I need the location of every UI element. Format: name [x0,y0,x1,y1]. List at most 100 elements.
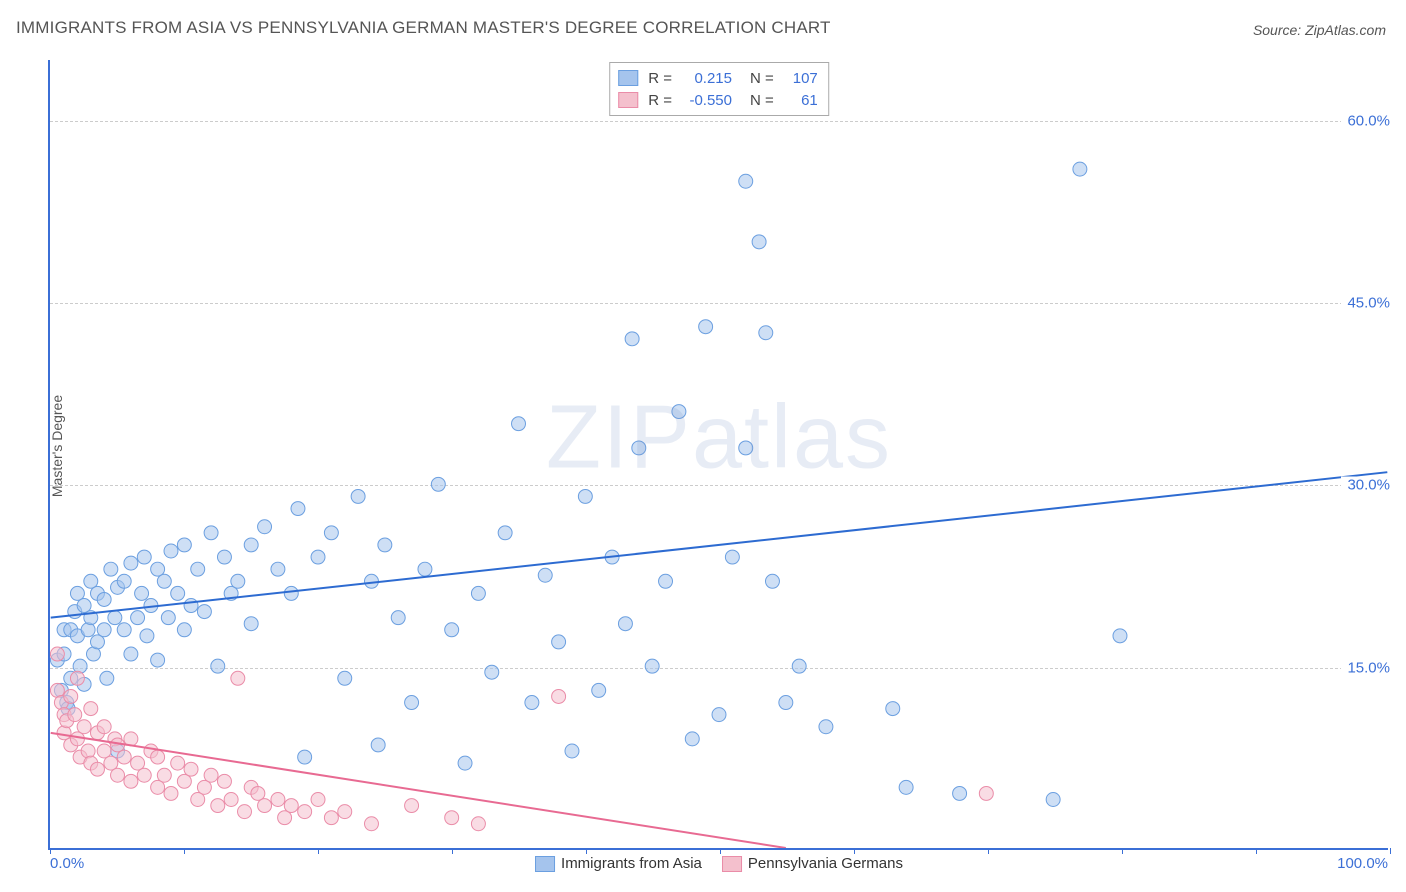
data-point [231,574,245,588]
n-label: N = [750,92,774,109]
x-tick [1122,848,1123,854]
data-point [779,696,793,710]
data-point [111,768,125,782]
data-point [271,562,285,576]
data-point [117,750,131,764]
data-point [405,696,419,710]
stats-legend: R =0.215N =107R =-0.550N =61 [609,62,829,116]
data-point [739,441,753,455]
data-point [485,665,499,679]
data-point [151,750,165,764]
x-tick [1256,848,1257,854]
legend-label: Pennsylvania Germans [748,855,903,872]
data-point [244,538,258,552]
data-point [659,574,673,588]
source-attribution: Source: ZipAtlas.com [1253,22,1386,38]
y-tick-label: 60.0% [1341,112,1390,129]
data-point [131,611,145,625]
data-point [124,556,138,570]
data-point [752,235,766,249]
chart-title: IMMIGRANTS FROM ASIA VS PENNSYLVANIA GER… [16,18,831,38]
bottom-legend: Immigrants from Asia Pennsylvania Germans [535,855,903,872]
data-point [712,708,726,722]
chart-container: IMMIGRANTS FROM ASIA VS PENNSYLVANIA GER… [0,0,1406,892]
data-point [338,805,352,819]
data-point [244,617,258,631]
x-tick [1390,848,1391,854]
data-point [431,477,445,491]
data-point [81,623,95,637]
data-point [104,562,118,576]
n-value: 107 [784,70,818,87]
svg-layer [50,60,1388,848]
data-point [271,793,285,807]
data-point [498,526,512,540]
data-point [699,320,713,334]
y-tick-label: 45.0% [1341,295,1390,312]
data-point [298,805,312,819]
data-point [151,653,165,667]
data-point [90,762,104,776]
data-point [324,811,338,825]
data-point [97,720,111,734]
data-point [538,568,552,582]
data-point [97,623,111,637]
x-tick [50,848,51,854]
data-point [224,793,238,807]
data-point [725,550,739,564]
y-tick-label: 15.0% [1341,659,1390,676]
data-point [618,617,632,631]
data-point [418,562,432,576]
data-point [351,489,365,503]
source-label: Source: [1253,22,1301,38]
x-tick [586,848,587,854]
r-label: R = [648,70,672,87]
data-point [512,417,526,431]
legend-swatch [722,856,742,872]
legend-swatch [618,92,638,108]
data-point [765,574,779,588]
data-point [953,786,967,800]
data-point [645,659,659,673]
legend-item: Immigrants from Asia [535,855,702,872]
data-point [84,702,98,716]
data-point [197,605,211,619]
x-tick [988,848,989,854]
legend-swatch [618,70,638,86]
data-point [50,647,64,661]
data-point [137,768,151,782]
data-point [592,683,606,697]
data-point [231,671,245,685]
data-point [258,799,272,813]
data-point [552,689,566,703]
data-point [124,774,138,788]
data-point [135,586,149,600]
stats-legend-row: R =-0.550N =61 [618,89,818,111]
data-point [100,671,114,685]
data-point [70,671,84,685]
data-point [311,550,325,564]
data-point [685,732,699,746]
data-point [371,738,385,752]
data-point [117,623,131,637]
data-point [1073,162,1087,176]
data-point [137,550,151,564]
data-point [108,611,122,625]
data-point [177,623,191,637]
x-tick [184,848,185,854]
data-point [391,611,405,625]
x-tick [318,848,319,854]
data-point [68,708,82,722]
data-point [184,599,198,613]
data-point [819,720,833,734]
x-tick [854,848,855,854]
data-point [378,538,392,552]
source-value: ZipAtlas.com [1305,22,1386,38]
data-point [97,592,111,606]
data-point [338,671,352,685]
data-point [445,623,459,637]
data-point [164,544,178,558]
data-point [324,526,338,540]
data-point [471,586,485,600]
data-point [157,768,171,782]
